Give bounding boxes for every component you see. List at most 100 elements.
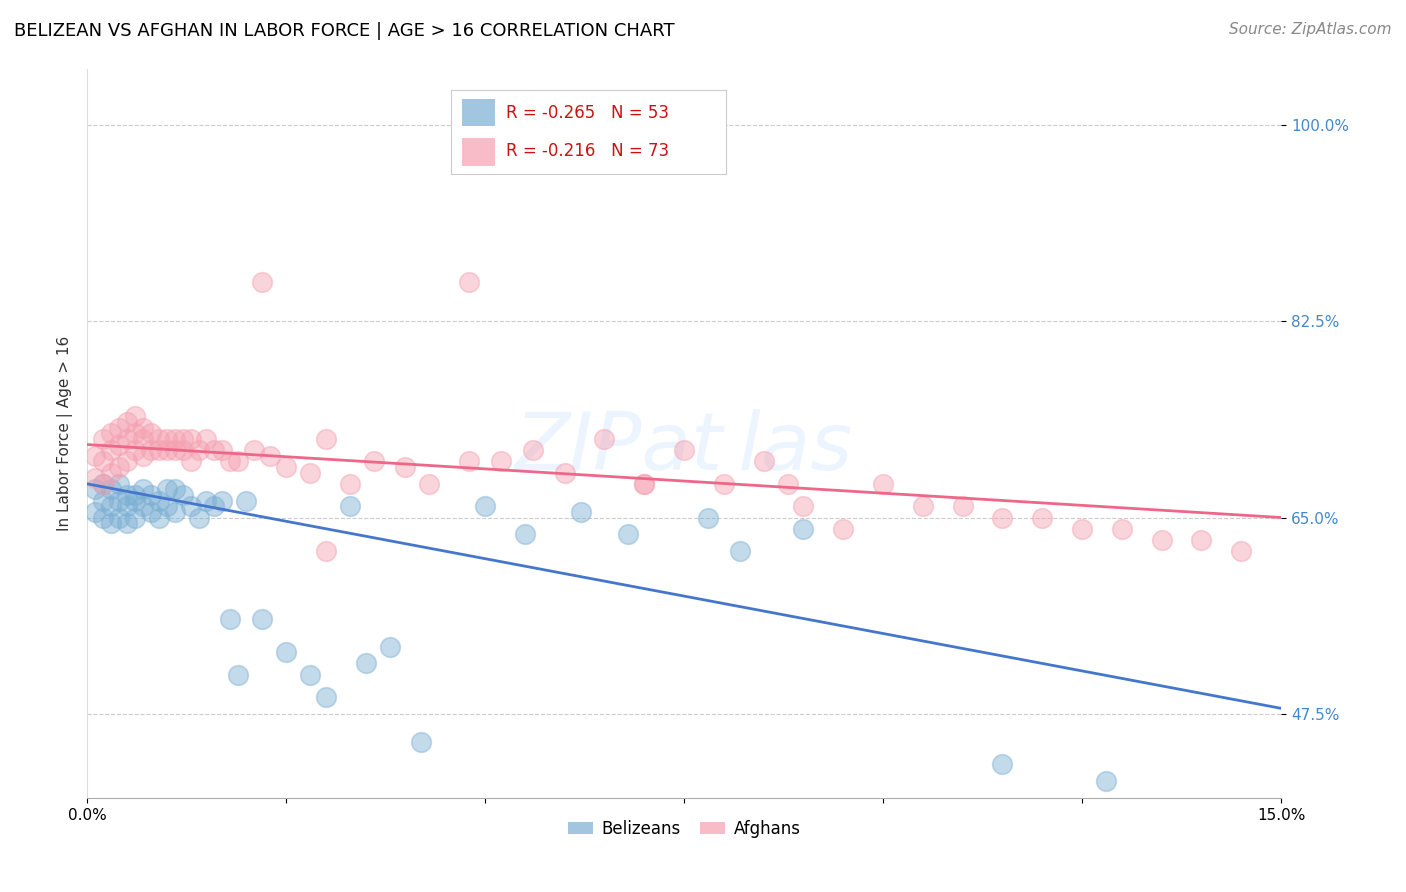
Point: [298, 466, 321, 480]
Point: [84, 449, 107, 463]
Point: [298, 667, 321, 681]
Point: [172, 443, 194, 458]
Point: [148, 493, 170, 508]
Point: [315, 544, 337, 558]
Y-axis label: In Labor Force | Age > 16: In Labor Force | Age > 16: [58, 335, 73, 531]
Point: [100, 466, 122, 480]
Point: [204, 500, 226, 514]
Point: [100, 483, 122, 497]
Point: [100, 443, 122, 458]
Point: [1095, 774, 1118, 789]
Point: [752, 454, 775, 468]
Point: [108, 476, 131, 491]
Point: [728, 544, 751, 558]
Point: [163, 443, 186, 458]
Point: [633, 476, 655, 491]
Point: [148, 510, 170, 524]
Point: [156, 432, 179, 446]
Point: [211, 443, 233, 458]
Point: [243, 443, 266, 458]
Point: [148, 443, 170, 458]
Point: [91, 454, 114, 468]
Point: [378, 640, 401, 654]
Point: [180, 454, 202, 468]
Point: [411, 735, 433, 749]
Point: [156, 443, 179, 458]
Point: [713, 476, 735, 491]
Point: [91, 476, 114, 491]
Point: [315, 690, 337, 705]
Point: [108, 437, 131, 451]
Point: [115, 500, 138, 514]
Point: [274, 460, 297, 475]
Point: [84, 483, 107, 497]
Point: [458, 454, 481, 468]
Point: [274, 645, 297, 659]
Point: [792, 522, 814, 536]
Point: [776, 476, 799, 491]
Point: [911, 500, 934, 514]
Point: [569, 505, 592, 519]
Point: [1071, 522, 1094, 536]
Point: [172, 488, 194, 502]
Point: [172, 432, 194, 446]
Point: [235, 493, 257, 508]
Point: [952, 500, 974, 514]
Point: [354, 657, 377, 671]
Point: [132, 483, 155, 497]
Point: [991, 757, 1014, 772]
Point: [1031, 510, 1053, 524]
Point: [115, 516, 138, 530]
Point: [339, 476, 361, 491]
Point: [84, 505, 107, 519]
Point: [180, 500, 202, 514]
Point: [187, 443, 209, 458]
Point: [211, 493, 233, 508]
Point: [108, 493, 131, 508]
Point: [91, 493, 114, 508]
Point: [124, 426, 146, 441]
Point: [124, 409, 146, 424]
Point: [250, 275, 273, 289]
Point: [91, 510, 114, 524]
Point: [148, 432, 170, 446]
Point: [132, 421, 155, 435]
Point: [489, 454, 512, 468]
Point: [554, 466, 576, 480]
Point: [100, 516, 122, 530]
Point: [100, 426, 122, 441]
Point: [163, 505, 186, 519]
Point: [219, 611, 242, 625]
Point: [132, 449, 155, 463]
Point: [1230, 544, 1253, 558]
Point: [226, 667, 249, 681]
Point: [458, 275, 481, 289]
Point: [633, 476, 655, 491]
Point: [991, 510, 1014, 524]
Point: [187, 510, 209, 524]
Point: [139, 426, 162, 441]
Point: [132, 432, 155, 446]
Point: [339, 500, 361, 514]
Point: [100, 500, 122, 514]
Point: [91, 432, 114, 446]
Point: [259, 449, 281, 463]
Point: [315, 432, 337, 446]
Point: [163, 483, 186, 497]
Point: [124, 488, 146, 502]
Point: [115, 432, 138, 446]
Point: [673, 443, 696, 458]
Text: ZIPat las: ZIPat las: [515, 409, 853, 487]
Point: [1111, 522, 1133, 536]
Point: [115, 488, 138, 502]
Point: [108, 421, 131, 435]
Point: [1191, 533, 1213, 547]
Point: [108, 460, 131, 475]
Point: [163, 432, 186, 446]
Legend: Belizeans, Afghans: Belizeans, Afghans: [561, 814, 807, 845]
Point: [394, 460, 416, 475]
Point: [697, 510, 720, 524]
Point: [115, 454, 138, 468]
Text: BELIZEAN VS AFGHAN IN LABOR FORCE | AGE > 16 CORRELATION CHART: BELIZEAN VS AFGHAN IN LABOR FORCE | AGE …: [14, 22, 675, 40]
Point: [156, 500, 179, 514]
